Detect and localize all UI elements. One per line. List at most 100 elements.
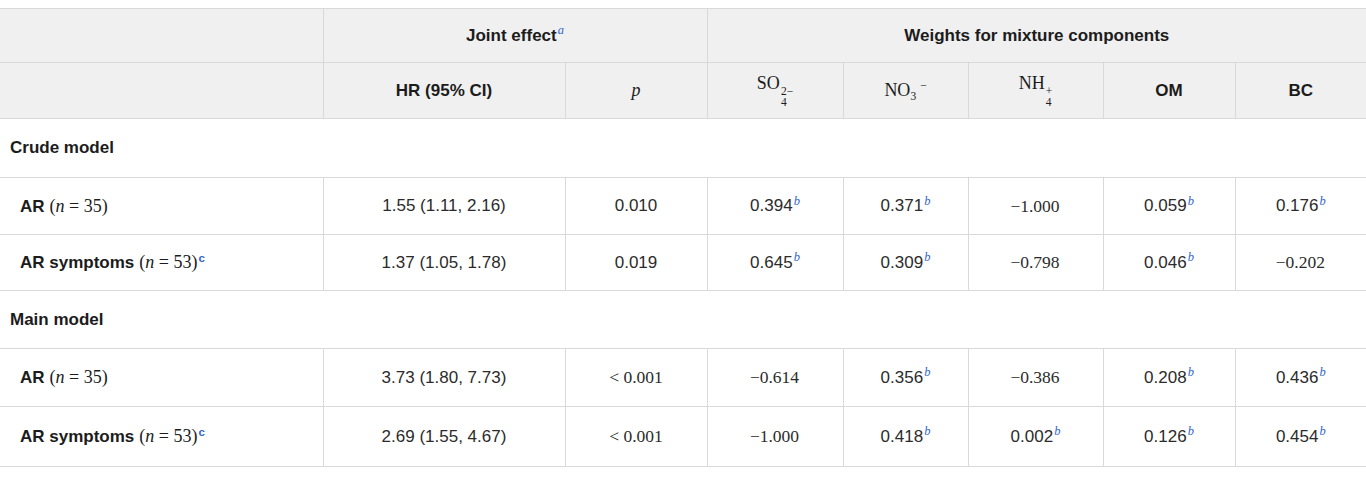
- column-header-hr: HR (95% CI): [323, 63, 565, 119]
- footnote-b-link[interactable]: b: [924, 250, 930, 264]
- weight-cell-bc: 0.454b: [1235, 407, 1366, 467]
- weight-value: 0.645: [750, 253, 793, 272]
- hr-ci-cell: 1.37 (1.05, 1.78): [323, 235, 565, 291]
- hr-ci-cell: 2.69 (1.55, 4.67): [323, 407, 565, 467]
- column-header-no3: NO3−: [843, 63, 968, 119]
- weight-cell-so4: −1.000: [707, 407, 843, 467]
- weight-value: 0.126: [1144, 427, 1187, 446]
- table-row: AR symptoms(n = 53)c 2.69 (1.55, 4.67) <…: [0, 407, 1366, 467]
- section-row-crude-model: Crude model: [0, 119, 1366, 178]
- weight-cell-bc: −0.202: [1235, 235, 1366, 291]
- footnote-b-link[interactable]: b: [794, 250, 800, 264]
- nh4-formula: NH+4: [1019, 73, 1053, 93]
- empty-header-cell: [0, 63, 323, 119]
- weights-group-header: Weights for mixture components: [707, 9, 1366, 63]
- footnote-b-link[interactable]: b: [924, 424, 930, 438]
- weight-cell-nh4: −0.386: [968, 349, 1103, 407]
- weight-cell-bc: 0.176b: [1235, 178, 1366, 235]
- footnote-b-link[interactable]: b: [1188, 250, 1194, 264]
- column-header-so4: SO2−4: [707, 63, 843, 119]
- joint-effect-group-header: Joint effecta: [323, 9, 707, 63]
- column-header-row: HR (95% CI) p SO2−4 NO3− NH+4 OM BC: [0, 63, 1366, 119]
- weight-cell-so4: 0.394b: [707, 178, 843, 235]
- hr-ci-cell: 3.73 (1.80, 7.73): [323, 349, 565, 407]
- p-value: 0.019: [615, 253, 658, 272]
- column-header-om: OM: [1103, 63, 1235, 119]
- weight-value: 0.356: [881, 368, 924, 387]
- p-value-cell: < 0.001: [565, 349, 707, 407]
- row-label-ar: AR(n = 35): [0, 349, 323, 407]
- weight-value: 0.002: [1011, 427, 1054, 446]
- hr-ci-cell: 1.55 (1.11, 2.16): [323, 178, 565, 235]
- footnote-b-link[interactable]: b: [1319, 194, 1325, 208]
- weight-value: 0.208: [1144, 368, 1187, 387]
- section-row-main-model: Main model: [0, 291, 1366, 349]
- table-row: AR symptoms(n = 53)c 1.37 (1.05, 1.78) 0…: [0, 235, 1366, 291]
- weight-cell-om: 0.208b: [1103, 349, 1235, 407]
- weight-cell-nh4: −1.000: [968, 178, 1103, 235]
- footnote-b-link[interactable]: b: [1188, 194, 1194, 208]
- p-symbol: p: [632, 80, 641, 100]
- p-value: < 0.001: [609, 367, 663, 387]
- weight-value: −1.000: [750, 426, 799, 446]
- weight-value: 0.394: [750, 196, 793, 215]
- weight-value: −0.798: [1010, 252, 1059, 272]
- results-table: Joint effecta Weights for mixture compon…: [0, 8, 1366, 467]
- row-label-ar-symptoms: AR symptoms(n = 53)c: [0, 235, 323, 291]
- weight-cell-so4: −0.614: [707, 349, 843, 407]
- p-value: < 0.001: [609, 426, 663, 446]
- p-value: 0.010: [615, 196, 658, 215]
- weight-value: 0.371: [881, 196, 924, 215]
- weight-value: −0.202: [1276, 252, 1325, 272]
- footnote-b-link[interactable]: b: [924, 365, 930, 379]
- footnote-c-link[interactable]: c: [198, 252, 204, 264]
- p-value-cell: < 0.001: [565, 407, 707, 467]
- footnote-b-link[interactable]: b: [794, 194, 800, 208]
- no3-formula: NO3−: [884, 80, 926, 100]
- footnote-b-link[interactable]: b: [924, 194, 930, 208]
- weight-cell-no3: 0.309b: [843, 235, 968, 291]
- weight-cell-om: 0.126b: [1103, 407, 1235, 467]
- joint-effect-label: Joint effect: [466, 26, 557, 45]
- weight-cell-bc: 0.436b: [1235, 349, 1366, 407]
- column-header-bc: BC: [1235, 63, 1366, 119]
- weight-cell-om: 0.046b: [1103, 235, 1235, 291]
- weight-cell-nh4: −0.798: [968, 235, 1103, 291]
- group-header-row: Joint effecta Weights for mixture compon…: [0, 9, 1366, 63]
- footnote-b-link[interactable]: b: [1188, 365, 1194, 379]
- weight-value: 0.418: [881, 427, 924, 446]
- column-header-nh4: NH+4: [968, 63, 1103, 119]
- section-title: Main model: [0, 291, 1366, 349]
- table-row: AR(n = 35) 1.55 (1.11, 2.16) 0.010 0.394…: [0, 178, 1366, 235]
- weight-value: 0.436: [1276, 368, 1319, 387]
- table-row: AR(n = 35) 3.73 (1.80, 7.73) < 0.001 −0.…: [0, 349, 1366, 407]
- weight-cell-so4: 0.645b: [707, 235, 843, 291]
- footnote-b-link[interactable]: b: [1319, 424, 1325, 438]
- weight-value: −1.000: [1010, 196, 1059, 216]
- section-title: Crude model: [0, 119, 1366, 178]
- footnote-b-link[interactable]: b: [1054, 424, 1060, 438]
- footnote-c-link[interactable]: c: [198, 426, 204, 438]
- weight-cell-no3: 0.418b: [843, 407, 968, 467]
- weight-value: 0.059: [1144, 196, 1187, 215]
- footnote-b-link[interactable]: b: [1319, 365, 1325, 379]
- weight-value: 0.309: [881, 253, 924, 272]
- weight-cell-no3: 0.356b: [843, 349, 968, 407]
- row-label-ar: AR(n = 35): [0, 178, 323, 235]
- weight-value: 0.176: [1276, 196, 1319, 215]
- weight-value: 0.046: [1144, 253, 1187, 272]
- weight-value: −0.614: [750, 367, 799, 387]
- p-value-cell: 0.010: [565, 178, 707, 235]
- row-label-ar-symptoms: AR symptoms(n = 53)c: [0, 407, 323, 467]
- table-container: Joint effecta Weights for mixture compon…: [0, 0, 1366, 467]
- column-header-p: p: [565, 63, 707, 119]
- footnote-b-link[interactable]: b: [1188, 424, 1194, 438]
- footnote-a-link[interactable]: a: [558, 23, 564, 37]
- weight-value: −0.386: [1010, 367, 1059, 387]
- weight-cell-om: 0.059b: [1103, 178, 1235, 235]
- weight-cell-no3: 0.371b: [843, 178, 968, 235]
- corner-cell: [0, 9, 323, 63]
- so4-formula: SO2−4: [757, 73, 793, 93]
- weight-cell-nh4: 0.002b: [968, 407, 1103, 467]
- weight-value: 0.454: [1276, 427, 1319, 446]
